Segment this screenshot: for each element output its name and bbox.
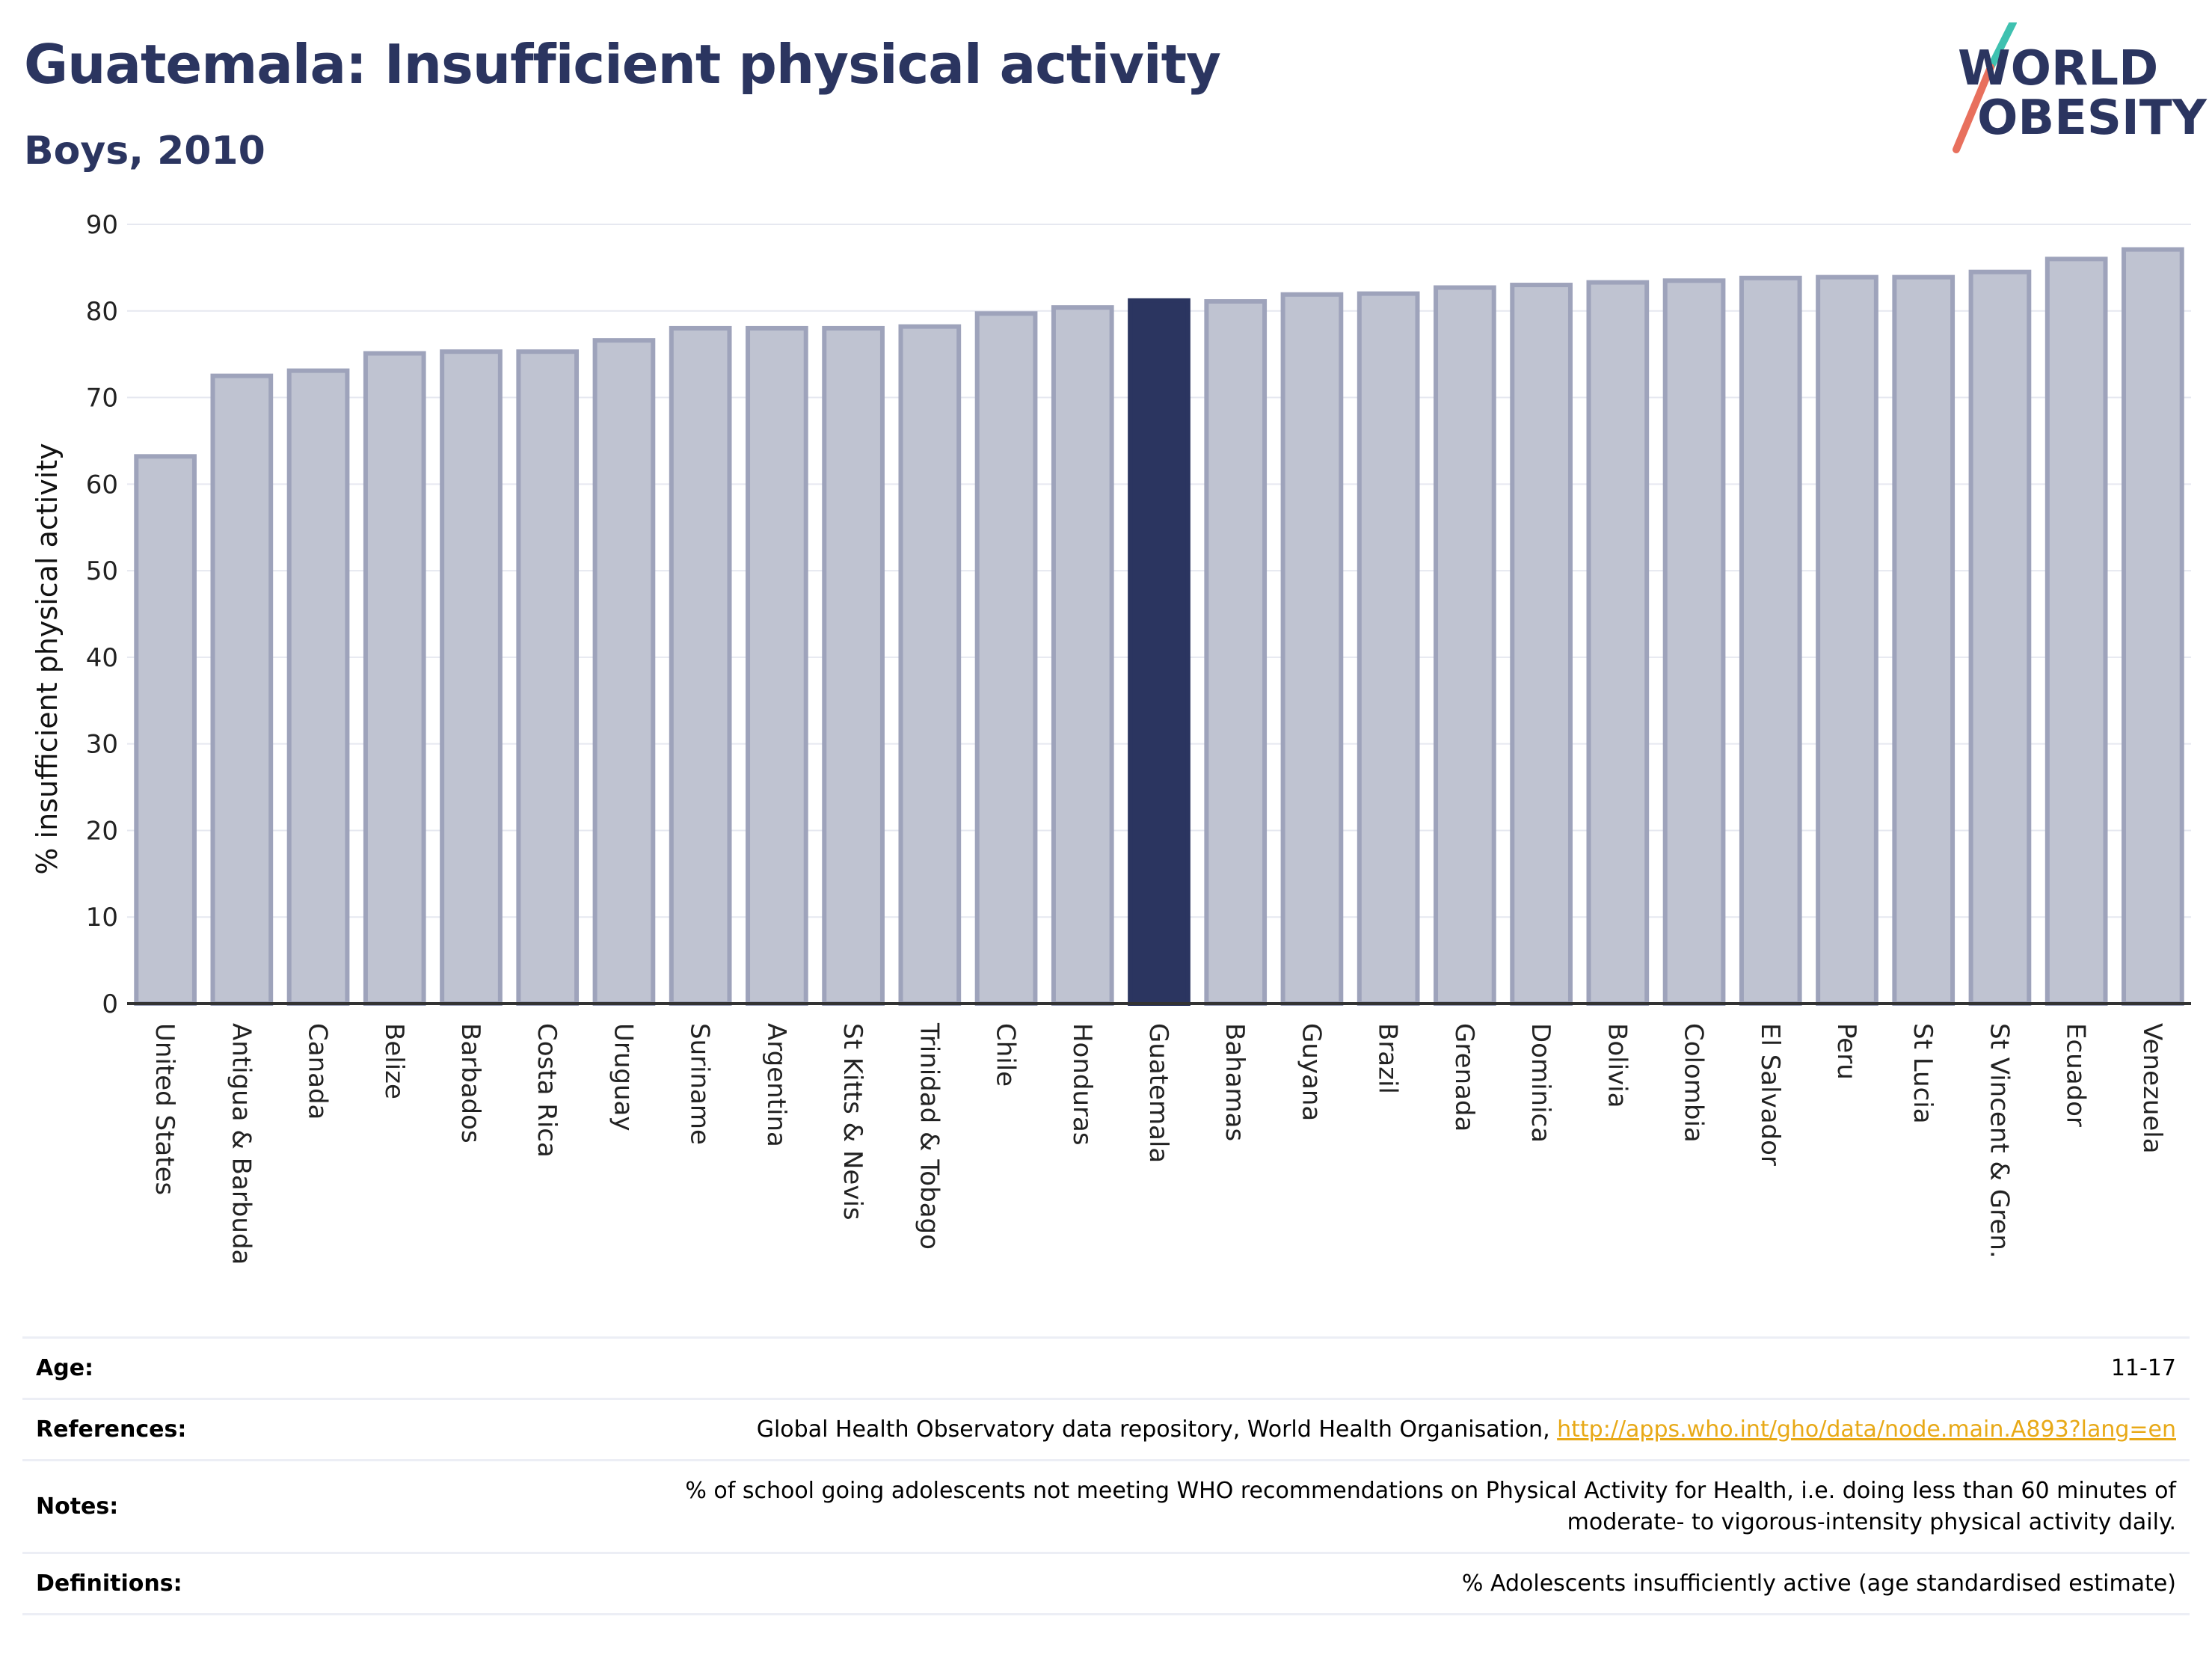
bar (1357, 291, 1420, 1007)
y-tick-label: 90 (86, 210, 118, 240)
bars (134, 247, 2184, 1007)
bar (1816, 274, 1878, 1006)
logo-word-obesity: OBESITY (1977, 90, 2207, 146)
info-row-references: References: Global Health Observatory da… (22, 1398, 2190, 1461)
chart-title: Guatemala: Insufficient physical activit… (24, 33, 1221, 96)
x-category-label: Uruguay (608, 1023, 638, 1132)
x-category-label: El Salvador (1755, 1023, 1785, 1166)
world-obesity-logo: WORLD OBESITY (1944, 22, 2207, 165)
y-tick-label: 80 (86, 297, 118, 327)
bar (898, 324, 962, 1006)
x-category-label: Guatemala (1143, 1023, 1173, 1163)
bar (286, 368, 350, 1007)
bar (134, 454, 197, 1006)
bar (516, 349, 580, 1006)
bar (746, 325, 808, 1006)
info-value-age: 11-17 (2110, 1354, 2176, 1381)
x-category-label: Chile (991, 1023, 1021, 1087)
bar (1968, 269, 2032, 1006)
x-category-label: St Lucia (1908, 1023, 1938, 1124)
bar (2044, 257, 2108, 1006)
x-category-label: United States (150, 1023, 179, 1195)
info-key-age: Age: (36, 1355, 94, 1381)
bar (1892, 274, 1956, 1006)
bar (1510, 283, 1573, 1006)
bar (1586, 280, 1650, 1006)
x-category-label: Colombia (1679, 1023, 1709, 1143)
x-category-label: Peru (1831, 1023, 1861, 1080)
x-category-label: St Vincent & Gren. (1984, 1023, 2014, 1259)
bar (210, 373, 274, 1007)
bar (822, 325, 885, 1006)
info-value-references: Global Health Observatory data repositor… (348, 1399, 2190, 1461)
bar (363, 351, 426, 1006)
y-tick-label: 30 (86, 730, 118, 760)
x-category-label: Belize (379, 1023, 409, 1099)
y-tick-label: 0 (102, 989, 118, 1019)
x-category-label: Honduras (1067, 1023, 1097, 1146)
bar (440, 349, 503, 1006)
info-value-definitions: % Adolescents insufficiently active (age… (1461, 1570, 2176, 1597)
info-row-notes: Notes: % of school going adolescents not… (22, 1460, 2190, 1553)
bar-highlighted (1128, 298, 1191, 1006)
y-tick-label: 20 (86, 816, 118, 846)
bar (2122, 247, 2184, 1006)
x-category-label: St Kitts & Nevis (838, 1023, 867, 1220)
axes: 0 10 20 30 40 50 60 70 80 90 (86, 210, 2191, 1019)
bar (1434, 285, 1496, 1007)
x-category-label: Costa Rica (532, 1023, 562, 1158)
x-category-label: Guyana (1296, 1023, 1326, 1121)
x-category-label: Antigua & Barbuda (226, 1023, 256, 1265)
y-axis-title: % insufficient physical activity (31, 443, 64, 874)
bar (669, 325, 732, 1006)
logo-slash-icon (1953, 22, 2017, 153)
bar (1739, 275, 1802, 1006)
bar (592, 338, 656, 1006)
x-category-label: Barbados (455, 1023, 485, 1143)
bar (1051, 305, 1114, 1006)
bar-chart: 0 10 20 30 40 50 60 70 80 90 United States Antigua… (31, 210, 2191, 1265)
x-category-label: Brazil (1373, 1023, 1403, 1094)
notes-line-2: moderate- to vigorous-intensity physical… (1567, 1508, 2176, 1535)
info-key-notes: Notes: (36, 1493, 119, 1520)
info-key-definitions: Definitions: (36, 1570, 182, 1597)
info-table: Age: 11-17 References: Global Health Obs… (22, 1336, 2190, 1615)
info-key-references: References: (36, 1416, 187, 1443)
y-tick-label: 10 (86, 903, 118, 933)
info-value-notes: % of school going adolescents not meetin… (348, 1461, 2190, 1553)
notes-line-1: % of school going adolescents not meetin… (685, 1477, 2176, 1504)
x-category-label: Venezuela (2137, 1023, 2167, 1154)
x-category-label: Trinidad & Tobago (914, 1022, 944, 1250)
x-category-label: Canada (303, 1023, 333, 1120)
bar (974, 311, 1038, 1006)
bar (1662, 278, 1726, 1006)
y-tick-label: 40 (86, 643, 118, 673)
y-tick-label: 50 (86, 556, 118, 586)
logo-word-world: WORLD (1958, 41, 2159, 96)
category-labels: United States Antigua & Barbuda Canada Beli… (150, 1022, 2167, 1265)
references-link[interactable]: http://apps.who.int/gho/data/node.main.A… (1557, 1416, 2176, 1443)
bar (1280, 292, 1344, 1006)
y-tick-label: 60 (86, 470, 118, 500)
x-category-label: Grenada (1449, 1023, 1479, 1132)
x-category-label: Suriname (685, 1023, 715, 1145)
x-category-label: Bahamas (1220, 1023, 1250, 1141)
x-category-label: Ecuador (2061, 1023, 2091, 1127)
x-category-label: Bolivia (1602, 1023, 1632, 1108)
references-text: Global Health Observatory data repositor… (756, 1416, 1558, 1443)
info-row-definitions: Definitions: % Adolescents insufficientl… (22, 1553, 2190, 1615)
info-row-age: Age: 11-17 (22, 1337, 2190, 1399)
y-tick-label: 70 (86, 384, 118, 414)
chart-subtitle: Boys, 2010 (24, 129, 265, 174)
x-category-label: Argentina (761, 1023, 791, 1147)
x-category-label: Dominica (1526, 1023, 1555, 1143)
bar (1204, 299, 1268, 1006)
